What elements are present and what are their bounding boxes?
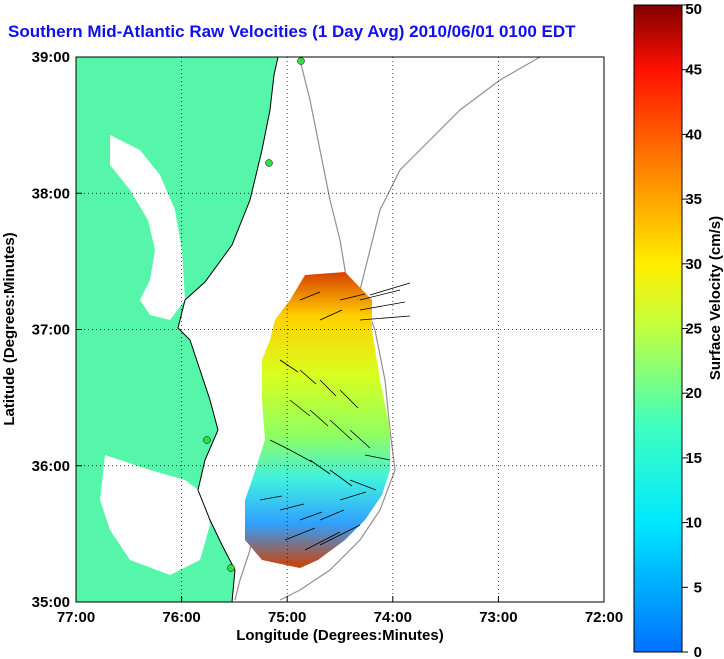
colorbar-tick-label: 10: [685, 515, 702, 532]
colorbar-tick-label: 50: [685, 1, 702, 18]
colorbar-tick-label: 45: [685, 62, 702, 79]
x-tick-label: 77:00: [57, 609, 95, 626]
y-axis-ticks: 39:00 38:00 37:00 36:00 35:00: [32, 49, 82, 611]
land-delmarva: [180, 110, 265, 290]
colorbar-tick-label: 15: [685, 450, 702, 467]
y-tick-label: 35:00: [32, 594, 70, 611]
colorbar-tick-label: 0: [694, 644, 702, 659]
x-tick-label: 72:00: [585, 609, 623, 626]
y-tick-label: 39:00: [32, 49, 70, 66]
colorbar: [633, 4, 683, 653]
y-tick-label: 37:00: [32, 322, 70, 339]
x-tick-label: 74:00: [374, 609, 412, 626]
colorbar-label: Surface Velocity (cm/s): [707, 216, 724, 380]
colorbar-tick-label: 25: [685, 321, 702, 338]
y-tick-label: 38:00: [32, 185, 70, 202]
x-tick-label: 73:00: [479, 609, 517, 626]
y-axis-label: Latitude (Degrees:Minutes): [1, 232, 18, 425]
colorbar-tick-label: 5: [694, 579, 702, 596]
pamlico-sound: [100, 455, 210, 575]
chesapeake-bay: [110, 135, 185, 320]
x-axis-label: Longitude (Degrees:Minutes): [236, 627, 444, 644]
colorbar-tick-label: 40: [685, 126, 702, 143]
velocity-vectors: [259, 282, 411, 551]
map-title: Southern Mid-Atlantic Raw Velocities (1 …: [8, 22, 576, 41]
colorbar-tick-label: 20: [685, 385, 702, 402]
colorbar-tick-label: 35: [685, 191, 702, 208]
x-axis-ticks: 77:00 76:00 75:00 74:00 73:00 72:00: [57, 596, 623, 626]
x-tick-label: 75:00: [268, 609, 306, 626]
colorbar-tick-label: 30: [685, 256, 702, 273]
radar-sites: [203, 57, 305, 572]
x-tick-label: 76:00: [162, 609, 200, 626]
velocity-field: [245, 272, 390, 568]
y-tick-label: 36:00: [32, 458, 70, 475]
bathymetry-contour-deep: [279, 56, 541, 601]
grid-lines: [76, 57, 604, 602]
